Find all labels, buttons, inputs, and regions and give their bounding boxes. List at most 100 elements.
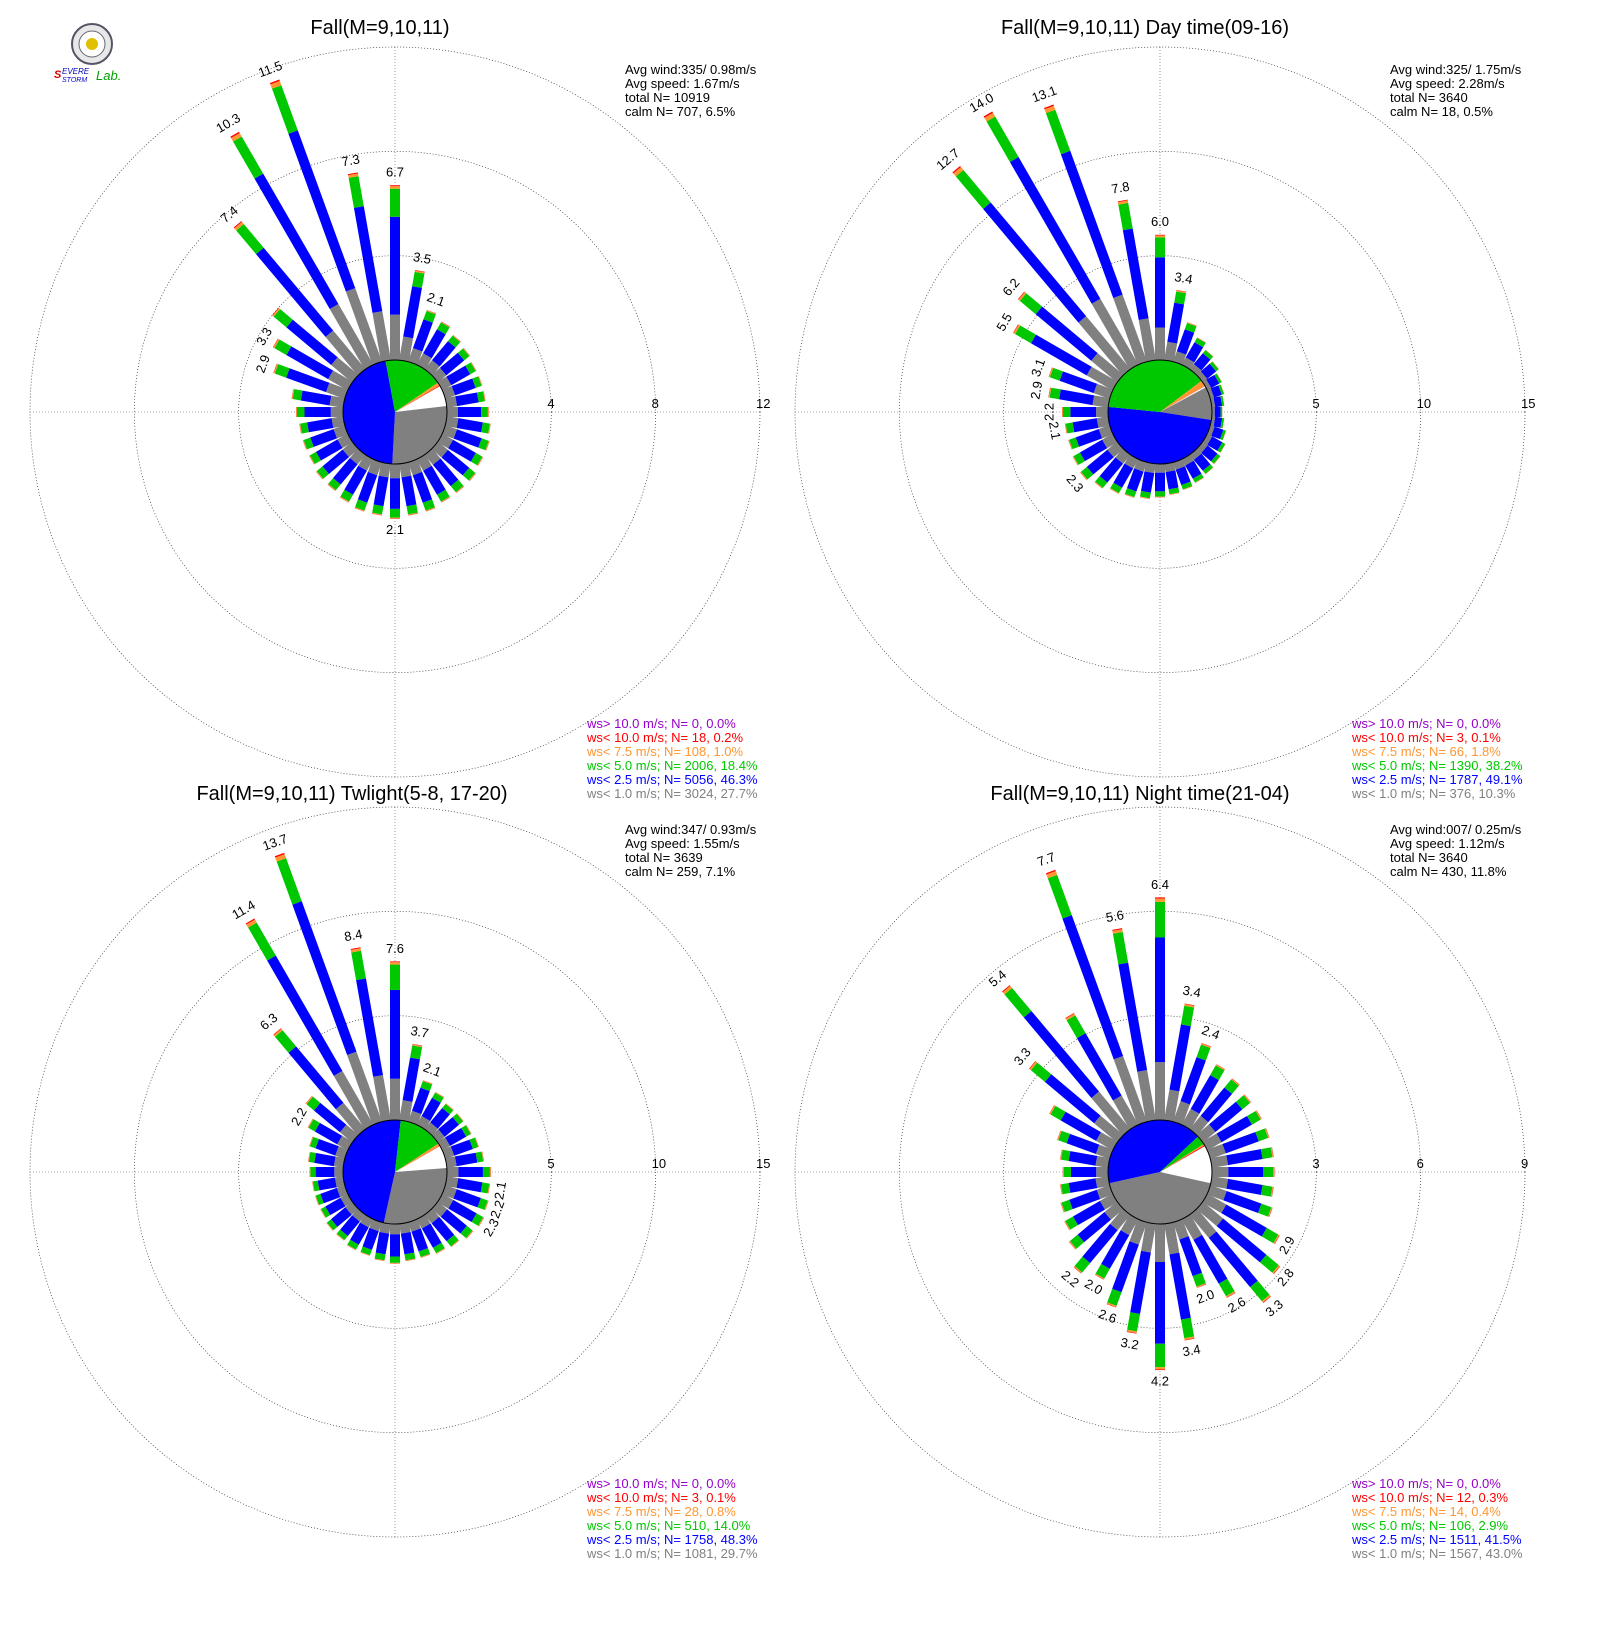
bar-value-label: 2.2 xyxy=(1042,403,1057,421)
wind-bar-segment xyxy=(362,1227,379,1250)
bar-value-label: 5.6 xyxy=(1105,907,1125,925)
wind-bar-segment xyxy=(1202,1133,1222,1151)
bar-value-label: 7.7 xyxy=(1035,849,1057,869)
wind-bar-segment xyxy=(410,1045,423,1060)
wind-bar-segment xyxy=(1099,457,1124,483)
bar-value-label: 10.3 xyxy=(213,110,242,136)
bar-value-label: 2.9 xyxy=(1027,380,1045,400)
wind-bar-segment xyxy=(1065,422,1075,434)
grid-ring xyxy=(29,806,761,1538)
wind-bar-segment xyxy=(1075,428,1103,447)
wind-bar-segment xyxy=(411,1087,430,1115)
center-pie-slice xyxy=(385,360,438,412)
legend-entry: ws< 1.0 m/s; N= 1081, 29.7% xyxy=(586,1546,758,1561)
wind-bar-segment xyxy=(1174,291,1187,305)
wind-bar-segment xyxy=(1072,418,1099,433)
wind-bar-segment xyxy=(273,1028,283,1037)
stats-line: Avg speed: 1.12m/s xyxy=(1390,836,1505,851)
wind-bar-segment xyxy=(1062,915,1124,1060)
grid-ring xyxy=(133,910,657,1434)
ring-label: 15 xyxy=(1521,396,1535,411)
wind-bar-segment xyxy=(1030,334,1092,376)
grid-ring xyxy=(1003,255,1317,569)
wind-bar-segment xyxy=(245,918,255,925)
wind-bar-segment xyxy=(1095,1144,1113,1159)
center-pie-slice xyxy=(395,382,440,412)
legend-entry: ws< 5.0 m/s; N= 106, 2.9% xyxy=(1351,1518,1509,1533)
wind-bar-segment xyxy=(399,1222,411,1234)
wind-bar-segment xyxy=(408,348,423,365)
wind-rose-panel-2: 5 10 156.03.42.32.12.22.93.15.56.212.714.0… xyxy=(794,17,1535,801)
bar-value-label: 3.7 xyxy=(410,1023,430,1041)
wind-bar-segment xyxy=(445,1156,457,1168)
wind-bar-segment xyxy=(350,1222,369,1245)
legend-entry: ws< 5.0 m/s; N= 2006, 18.4% xyxy=(586,758,758,773)
bar-value-label: 5.5 xyxy=(993,311,1015,334)
wind-bar-segment xyxy=(1009,157,1101,304)
wind-bar-segment xyxy=(347,1239,359,1250)
wind-bar-segment xyxy=(333,1156,345,1168)
wind-bar-segment xyxy=(271,85,298,134)
wind-bar-segment xyxy=(1086,449,1114,475)
center-pie-slice xyxy=(1160,385,1206,412)
wind-bar-segment xyxy=(1058,1130,1070,1144)
center-pie-slice xyxy=(1160,1136,1204,1172)
wind-bar-segment xyxy=(1129,1219,1147,1245)
wind-bar-segment xyxy=(1189,1208,1217,1238)
wind-bar-segment xyxy=(325,330,366,376)
wind-bar-segment xyxy=(256,247,334,337)
wind-bar-segment xyxy=(306,1096,321,1111)
wind-bar-segment xyxy=(1060,1149,1071,1161)
wind-bar-segment xyxy=(1138,318,1156,362)
wind-bar-segment xyxy=(1218,384,1225,395)
center-pie-slice xyxy=(1160,387,1212,421)
wind-bar-segment xyxy=(373,1075,391,1122)
legend-entry: ws> 10.0 m/s; N= 0, 0.0% xyxy=(1351,1476,1501,1491)
wind-bar-segment xyxy=(478,438,489,451)
bar-value-label: 2.4 xyxy=(1200,1022,1222,1042)
ring-label: 4 xyxy=(547,396,554,411)
wind-bar-segment xyxy=(437,433,454,449)
wind-bar-segment xyxy=(351,950,366,981)
center-pie-slice xyxy=(1160,1146,1212,1184)
wind-bar-segment xyxy=(1261,1294,1271,1303)
bar-value-label: 2.1 xyxy=(491,1180,509,1200)
legend-entry: ws< 2.5 m/s; N= 1758, 48.3% xyxy=(586,1532,758,1547)
wind-bar-segment xyxy=(406,504,418,515)
wind-bar-segment xyxy=(309,451,321,465)
wind-bar-segment xyxy=(1226,1149,1263,1166)
wind-bar-segment xyxy=(1118,202,1133,231)
wind-bar-segment xyxy=(1181,357,1195,370)
wind-bar-segment xyxy=(1213,416,1223,428)
wind-bar-segment xyxy=(1260,1185,1273,1197)
wind-bar-segment xyxy=(1076,1033,1122,1101)
wind-bar-segment xyxy=(349,448,366,465)
legend-entry: ws< 10.0 m/s; N= 3, 0.1% xyxy=(1351,730,1501,745)
wind-bar-segment xyxy=(369,1219,382,1232)
wind-bar-segment xyxy=(1201,445,1218,462)
wind-bar-segment xyxy=(326,1219,338,1231)
wind-bar-segment xyxy=(436,322,450,335)
wind-bar-segment xyxy=(442,425,458,439)
bar-value-label: 7.3 xyxy=(340,151,360,169)
wind-bar-segment xyxy=(315,1138,339,1156)
wind-bar-segment xyxy=(453,1189,481,1208)
wind-bar-segment xyxy=(422,499,435,511)
wind-bar-segment xyxy=(477,1197,488,1210)
center-pie-slice xyxy=(1160,1145,1206,1172)
ring-label: 5 xyxy=(1312,396,1319,411)
wind-bar-segment xyxy=(1095,1263,1110,1279)
wind-bar-segment xyxy=(1243,1094,1251,1103)
wind-bar-segment xyxy=(288,1046,344,1110)
wind-bar-segment xyxy=(305,1096,313,1105)
wind-bar-segment xyxy=(1104,1201,1124,1220)
bar-value-label: 2.0 xyxy=(1082,1276,1105,1298)
wind-bar-segment xyxy=(432,341,456,367)
bar-value-label: 5.4 xyxy=(986,967,1009,990)
center-pie-outline xyxy=(1107,359,1213,465)
wind-bar-segment xyxy=(476,391,485,403)
wind-bar-segment xyxy=(423,329,446,359)
bar-value-label: 2.1 xyxy=(421,1060,443,1080)
wind-bar-segment xyxy=(1095,1155,1110,1168)
